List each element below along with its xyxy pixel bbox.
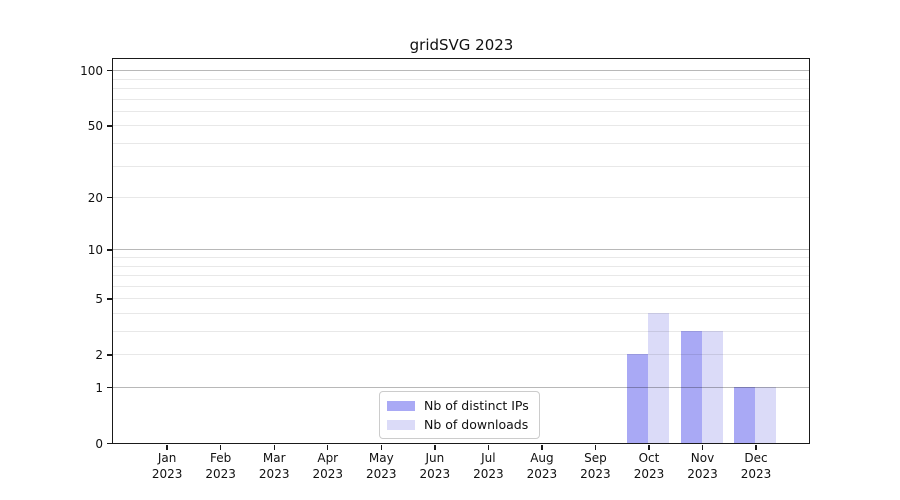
gridline-minor [113,165,809,167]
gridline-minor [113,331,809,332]
x-tick-label: Jun 2023 [419,451,451,482]
bar-nb-of-downloads-oct [648,312,670,443]
x-tick-label: Jan 2023 [151,451,183,482]
gridline-minor [113,125,809,127]
gridline-minor [113,88,809,89]
gridline-minor [113,354,809,356]
x-tick-label: Dec 2023 [740,451,772,482]
x-tick-mark [487,445,490,451]
x-tick-label: Apr 2023 [312,451,344,482]
bars-layer [113,59,809,443]
gridline-minor [113,98,809,100]
bar-nb-of-downloads-nov [701,331,723,443]
grid-layer [113,59,809,443]
legend-item-distinct-ips: Nb of distinct IPs [387,398,529,413]
x-tick-mark [166,445,168,451]
x-tick-mark [541,445,543,451]
gridline-minor [113,143,809,144]
x-tick-label: Jul 2023 [473,451,504,482]
gridline-minor [113,265,809,267]
x-tick-label: Sep 2023 [580,451,611,482]
plot-area: Nb of distinct IPs Nb of downloads [112,58,810,444]
y-tick-mark [107,386,112,389]
legend-label-downloads: Nb of downloads [424,417,529,432]
y-tick-label: 5 [95,291,103,306]
x-tick-label: May 2023 [366,451,397,482]
y-tick-label: 20 [87,190,103,205]
gridline-minor [113,78,809,80]
x-tick-label: Nov 2023 [687,451,718,482]
y-tick-mark [107,125,112,127]
x-tick-label: Oct 2023 [633,451,665,482]
y-tick-mark [107,354,112,356]
y-tick-label: 0 [95,436,103,451]
x-tick-mark [219,445,222,451]
y-tick-mark [107,70,112,72]
x-tick-mark [755,445,757,451]
y-tick-mark [107,249,112,251]
legend: Nb of distinct IPs Nb of downloads [379,391,540,439]
y-tick-mark [107,298,112,300]
bar-nb-of-distinct-ips-nov [680,331,702,443]
y-tick-label: 100 [80,63,103,78]
x-tick-mark [701,445,704,451]
y-tick-mark [107,196,112,199]
x-tick-mark [434,445,436,451]
x-tick-label: Feb 2023 [205,451,236,482]
gridline-minor [113,298,809,300]
legend-label-distinct-ips: Nb of distinct IPs [424,398,529,413]
gridline-minor [113,285,809,287]
gridline-minor [113,197,809,199]
bar-nb-of-downloads-dec [755,387,777,443]
chart-title: gridSVG 2023 [409,36,514,54]
y-tick-label: 1 [95,380,103,395]
y-tick-mark [107,442,112,445]
gridline-major [113,387,809,388]
x-tick-mark [648,445,650,451]
x-tick-label: Mar 2023 [258,451,290,482]
x-tick-mark [380,445,382,451]
x-tick-label: Aug 2023 [526,451,558,482]
legend-item-downloads: Nb of downloads [387,417,529,432]
y-tick-label: 10 [87,242,103,257]
gridline-major [113,249,809,251]
x-tick-mark [327,445,329,451]
gridline-minor [113,256,809,258]
x-tick-mark [594,445,597,451]
gridline-minor [113,110,809,112]
bar-nb-of-distinct-ips-dec [734,387,756,443]
y-tick-label: 2 [95,347,103,362]
legend-swatch-downloads [387,419,415,430]
bar-nb-of-distinct-ips-oct [627,354,649,443]
gridline-major [113,70,809,72]
gridline-minor [113,312,809,314]
gridline-minor [113,275,809,277]
x-tick-mark [273,445,275,451]
y-tick-label: 50 [87,118,103,133]
legend-swatch-distinct-ips [387,400,415,411]
